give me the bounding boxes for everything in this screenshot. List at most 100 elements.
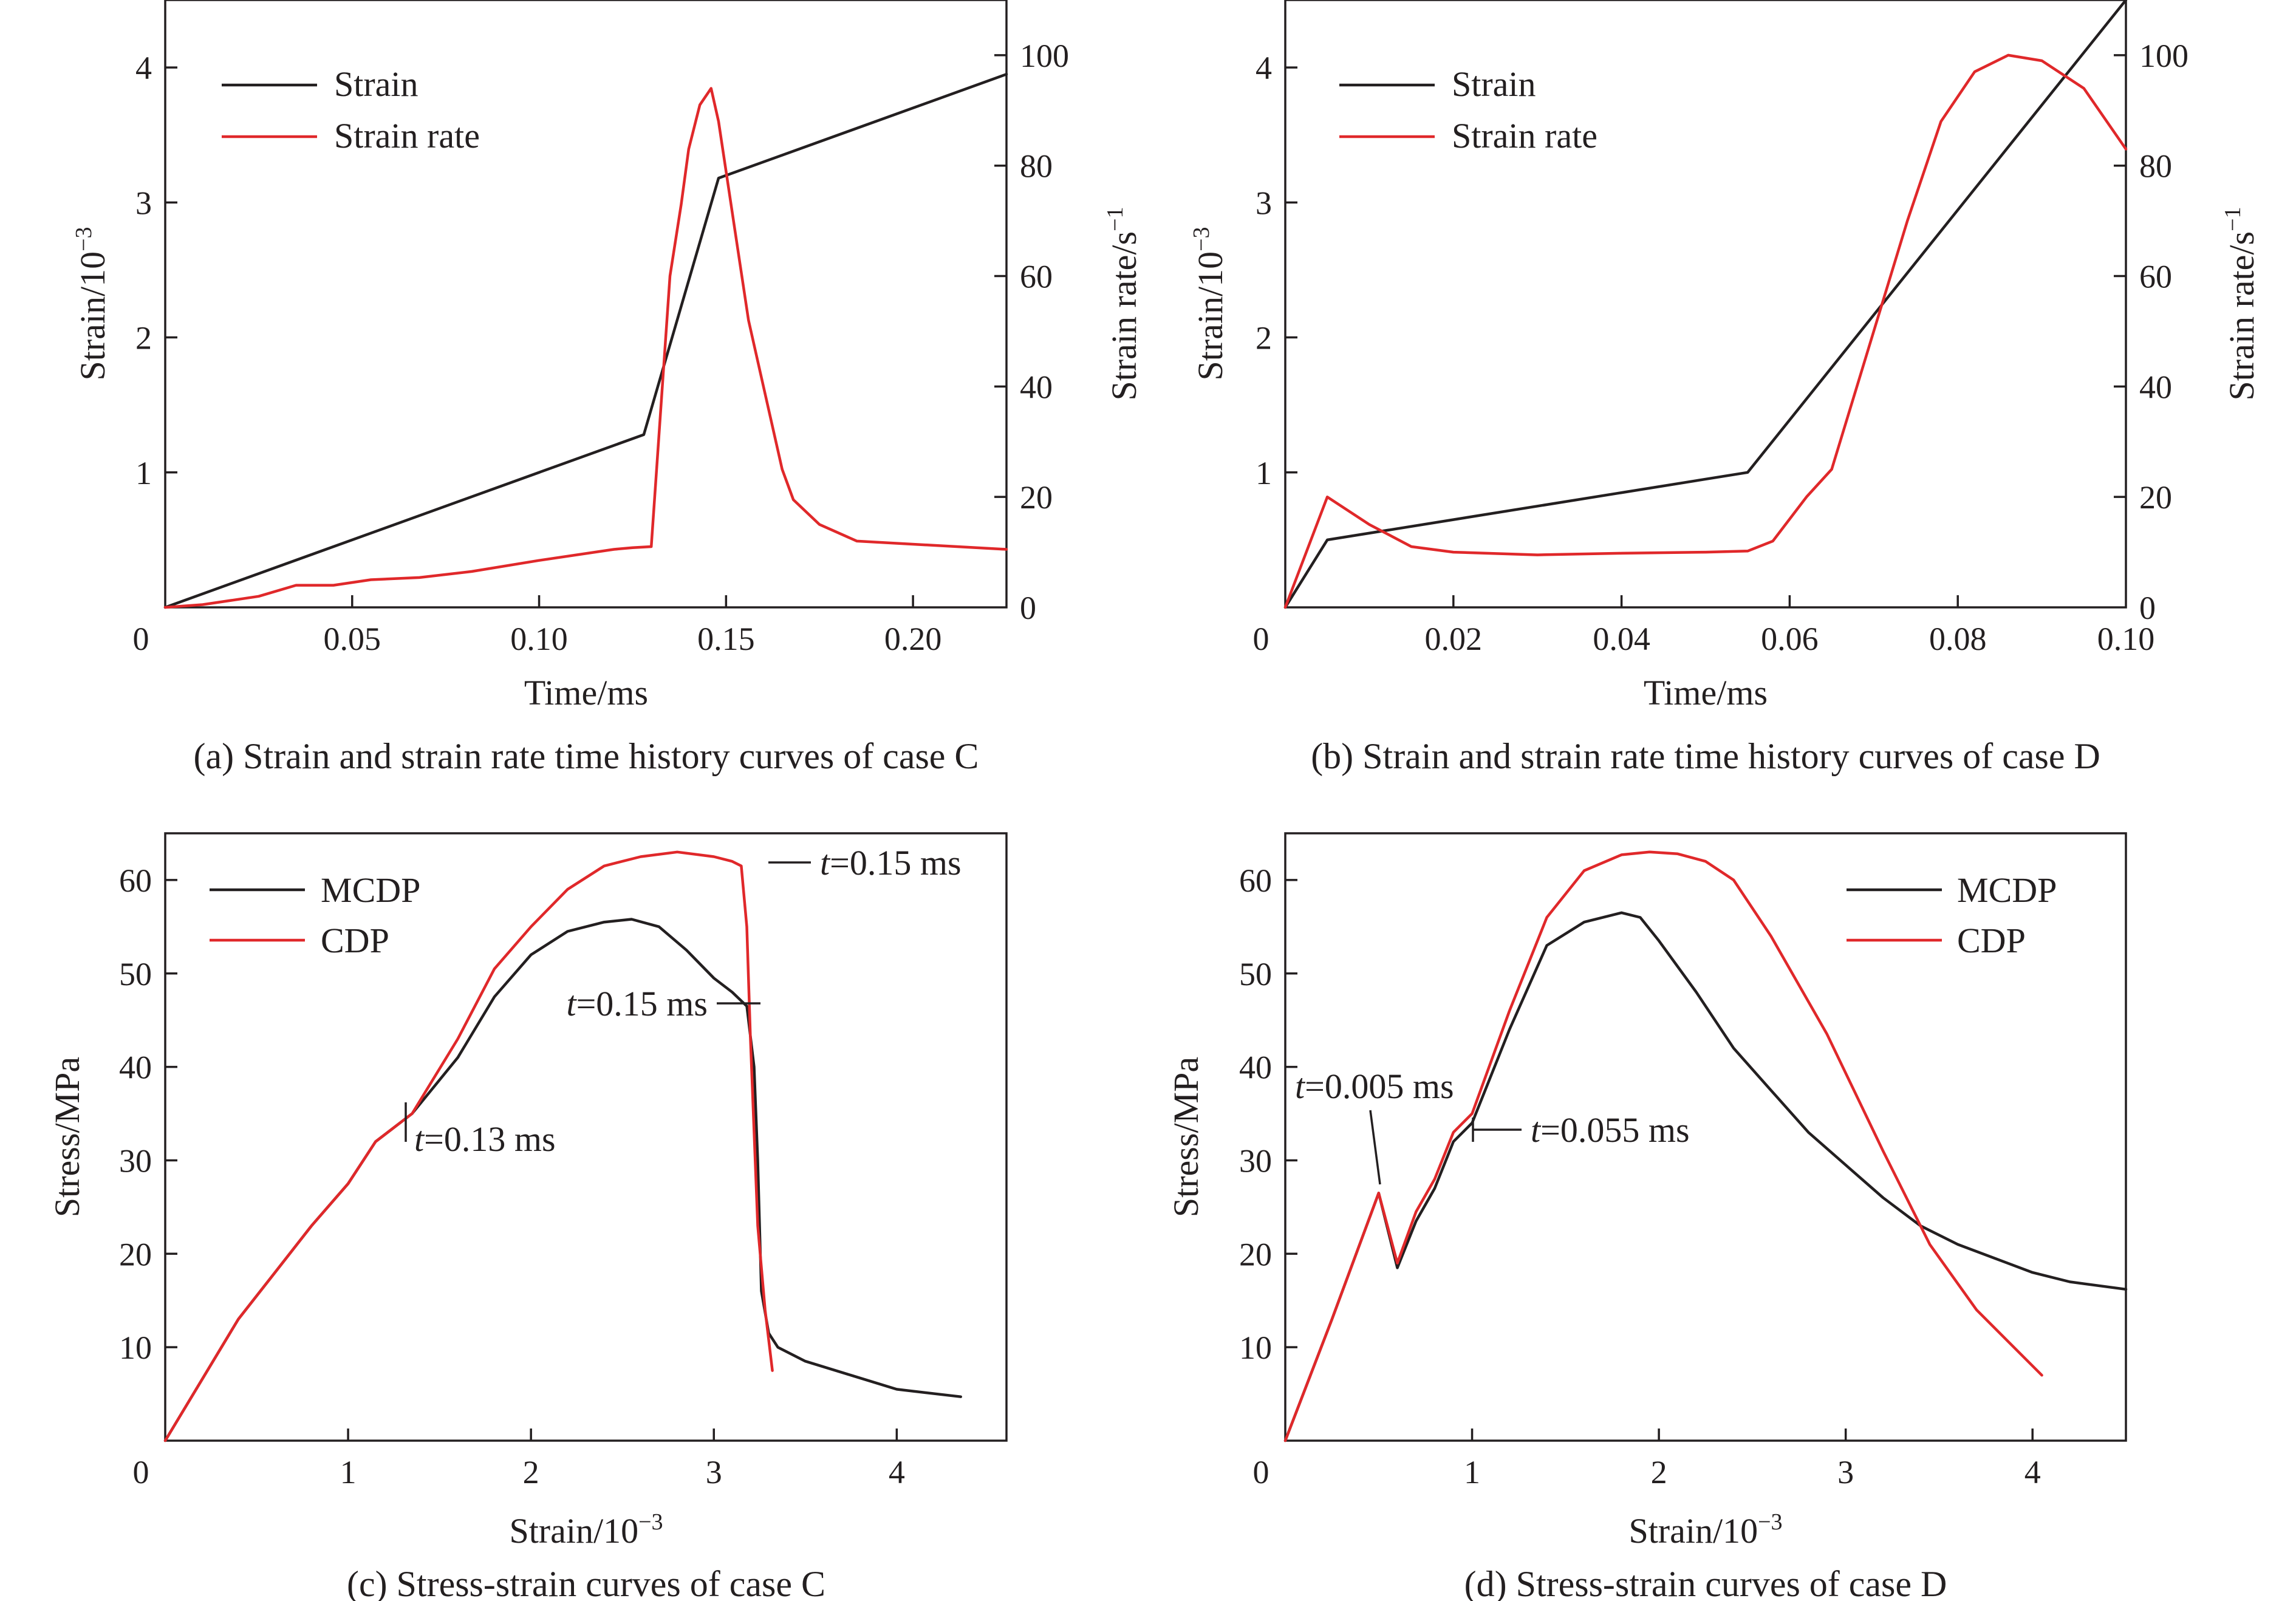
panel-a-x-ticks: 0 0.05 0.10 0.15 0.20 bbox=[133, 595, 942, 657]
panel-a-y-ticks: 1 2 3 4 bbox=[135, 50, 177, 491]
annotation-c1-text: t=0.15 ms bbox=[820, 843, 962, 882]
series-line-cdp bbox=[163, 850, 774, 1442]
y2-tick-label: 40 bbox=[1020, 369, 1053, 405]
legend-mcdp-label: MCDP bbox=[321, 870, 420, 910]
panel-c-plot-frame bbox=[164, 832, 1008, 1442]
y2-tick-label: 60 bbox=[2139, 259, 2172, 295]
y-tick-label: 4 bbox=[135, 50, 152, 86]
series-line-mcdp bbox=[163, 918, 962, 1442]
panel-a-legend: Strain Strain rate bbox=[222, 64, 480, 155]
y-tick-label: 10 bbox=[119, 1330, 152, 1366]
panel-c-x-ticks: 0 1 2 3 4 bbox=[133, 1429, 905, 1490]
series-line-strain-rate bbox=[163, 87, 1008, 609]
series-line-cdp bbox=[1283, 850, 2043, 1442]
y2-tick-label: 80 bbox=[2139, 148, 2172, 185]
panel-c-legend: MCDP CDP bbox=[210, 870, 420, 960]
y2-tick-label: 0 bbox=[1020, 590, 1036, 626]
x-tick-label: 0.10 bbox=[2097, 621, 2155, 657]
panel-c-y-ticks: 10 20 30 40 50 60 bbox=[119, 862, 177, 1366]
panel-b-plot-frame bbox=[1284, 0, 2127, 609]
y-tick-label: 60 bbox=[119, 862, 152, 899]
legend-strain-rate-label: Strain rate bbox=[1452, 116, 1597, 155]
panel-c-series bbox=[163, 850, 962, 1442]
x-tick-label: 0 bbox=[133, 621, 149, 657]
y-tick-label: 30 bbox=[119, 1142, 152, 1179]
x-tick-label: 3 bbox=[1837, 1454, 1854, 1490]
panel-c: 0 1 2 3 4 10 20 30 40 50 60 MCDP CDP t=0.15 ms t=… bbox=[47, 832, 1008, 1601]
y2-tick-label: 100 bbox=[2139, 38, 2188, 74]
series-line-mcdp bbox=[1283, 911, 2128, 1442]
panel-d-y-axis-label: Stress/MPa bbox=[1166, 1057, 1206, 1217]
y-tick-label: 20 bbox=[1239, 1236, 1272, 1272]
x-tick-label: 0.15 bbox=[697, 621, 755, 657]
panel-d-annotations: t=0.005 ms t=0.055 ms bbox=[1295, 1067, 1690, 1185]
y-tick-label: 40 bbox=[1239, 1050, 1272, 1086]
annotation-c2-text: t=0.15 ms bbox=[566, 984, 708, 1023]
panel-d-x-ticks: 0 1 2 3 4 bbox=[1253, 1429, 2041, 1490]
annotation-d1-text: t=0.005 ms bbox=[1295, 1067, 1454, 1106]
y2-tick-label: 20 bbox=[2139, 479, 2172, 516]
x-tick-label: 0.02 bbox=[1425, 621, 1483, 657]
y-tick-label: 2 bbox=[135, 320, 152, 357]
y2-tick-label: 80 bbox=[1020, 148, 1053, 185]
panel-b-series bbox=[1283, 0, 2128, 609]
series-line-strain bbox=[1283, 0, 2128, 609]
y2-tick-label: 100 bbox=[1020, 38, 1069, 74]
y-tick-label: 1 bbox=[1256, 455, 1272, 491]
y-tick-label: 30 bbox=[1239, 1142, 1272, 1179]
annotation-d1-leader bbox=[1369, 1110, 1381, 1185]
panel-c-x-axis-label: Strain/10−3 bbox=[509, 1509, 663, 1551]
panel-b-y2-ticks: 0 20 40 60 80 100 bbox=[2114, 38, 2188, 626]
panel-d: 0 1 2 3 4 10 20 30 40 50 60 MCDP CDP t=0.005 ms t… bbox=[1166, 832, 2128, 1601]
legend-strain-rate-label: Strain rate bbox=[334, 116, 480, 155]
panel-c-y-axis-label: Stress/MPa bbox=[47, 1057, 87, 1217]
panel-a-y-axis-label: Strain/10−3 bbox=[71, 227, 112, 380]
panel-a-caption: (a) Strain and strain rate time history … bbox=[194, 736, 979, 776]
x-tick-label: 0.05 bbox=[324, 621, 381, 657]
y-tick-label: 10 bbox=[1239, 1330, 1272, 1366]
panel-a-y2-ticks: 0 20 40 60 80 100 bbox=[994, 38, 1069, 626]
y2-tick-label: 20 bbox=[1020, 479, 1053, 516]
series-line-strain-rate bbox=[1283, 53, 2128, 609]
x-tick-label: 0.06 bbox=[1761, 621, 1819, 657]
panel-d-plot-frame bbox=[1284, 832, 2127, 1442]
y-tick-label: 1 bbox=[135, 455, 152, 491]
legend-strain-label: Strain bbox=[1452, 64, 1536, 104]
y-tick-label: 3 bbox=[135, 185, 152, 221]
legend-cdp-label: CDP bbox=[321, 921, 389, 960]
panel-b-y-axis-label: Strain/10−3 bbox=[1189, 227, 1230, 380]
x-tick-label: 0 bbox=[1253, 1454, 1269, 1490]
y-tick-label: 3 bbox=[1256, 185, 1272, 221]
y-tick-label: 50 bbox=[1239, 956, 1272, 992]
panel-a-series bbox=[163, 72, 1008, 609]
panel-b-x-axis-label: Time/ms bbox=[1644, 673, 1768, 712]
panel-b-x-ticks: 0 0.02 0.04 0.06 0.08 0.10 bbox=[1253, 595, 2155, 657]
panel-d-caption: (d) Stress-strain curves of case D bbox=[1464, 1564, 1947, 1601]
panel-a: 0 0.05 0.10 0.15 0.20 1 2 3 4 0 20 40 60 80 100 Stra… bbox=[71, 0, 1144, 776]
x-tick-label: 2 bbox=[523, 1454, 539, 1490]
panel-d-legend: MCDP CDP bbox=[1847, 870, 2057, 960]
y-tick-label: 60 bbox=[1239, 862, 1272, 899]
legend-mcdp-label: MCDP bbox=[1957, 870, 2057, 910]
panel-d-series bbox=[1283, 850, 2128, 1442]
panel-a-y2-axis-label: Strain rate/s−1 bbox=[1102, 207, 1144, 400]
x-tick-label: 0.04 bbox=[1593, 621, 1650, 657]
x-tick-label: 3 bbox=[706, 1454, 722, 1490]
panel-a-x-axis-label: Time/ms bbox=[524, 673, 648, 712]
legend-cdp-label: CDP bbox=[1957, 921, 2026, 960]
x-tick-label: 0.10 bbox=[510, 621, 568, 657]
x-tick-label: 4 bbox=[2024, 1454, 2041, 1490]
panel-c-annotations: t=0.15 ms t=0.15 ms t=0.13 ms bbox=[405, 843, 962, 1159]
y2-tick-label: 40 bbox=[2139, 369, 2172, 405]
x-tick-label: 1 bbox=[1464, 1454, 1480, 1490]
series-line-strain bbox=[163, 72, 1008, 609]
x-tick-label: 0.20 bbox=[884, 621, 942, 657]
panel-b-caption: (b) Strain and strain rate time history … bbox=[1311, 736, 2100, 776]
y2-tick-label: 60 bbox=[1020, 259, 1053, 295]
x-tick-label: 0 bbox=[1253, 621, 1269, 657]
panel-d-x-axis-label: Strain/10−3 bbox=[1628, 1509, 1782, 1551]
panel-b-legend: Strain Strain rate bbox=[1339, 64, 1597, 155]
panel-c-caption: (c) Stress-strain curves of case C bbox=[347, 1564, 825, 1601]
